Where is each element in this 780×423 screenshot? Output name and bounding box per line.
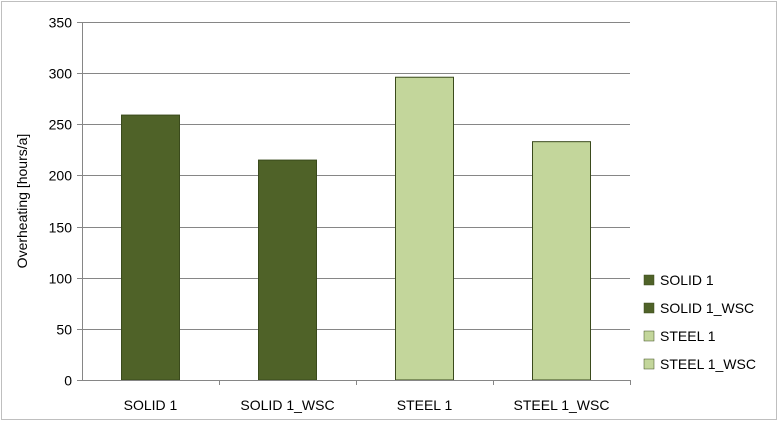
y-tick-label: 100	[49, 271, 73, 287]
legend-swatch	[643, 274, 655, 286]
bar-solid-1	[121, 114, 180, 381]
y-tick-labels: 0 50 100 150 200 250 300 350	[49, 15, 73, 389]
y-axis-title: Overheating [hours/a]	[14, 134, 30, 269]
x-tick-label: STEEL 1_WSC	[514, 397, 610, 413]
y-tick-label: 250	[49, 117, 73, 133]
legend-label: STEEL 1_WSC	[660, 356, 756, 372]
y-tick-label: 350	[49, 15, 73, 31]
legend-swatch	[643, 358, 655, 370]
x-tick-label: STEEL 1	[397, 397, 453, 413]
legend: SOLID 1 SOLID 1_WSC STEEL 1 STEEL 1_WSC	[643, 272, 756, 372]
y-tick-label: 300	[49, 66, 73, 82]
bar-solid-1-wsc	[258, 159, 317, 381]
y-tick-label: 0	[64, 373, 72, 389]
axes	[77, 22, 631, 385]
x-tick-label: SOLID 1	[124, 397, 178, 413]
legend-label: SOLID 1	[660, 272, 714, 288]
legend-swatch	[643, 302, 655, 314]
x-tick-labels: SOLID 1 SOLID 1_WSC STEEL 1 STEEL 1_WSC	[124, 397, 610, 413]
bar-steel-1-wsc	[532, 141, 591, 381]
legend-swatch	[643, 330, 655, 342]
bar-steel-1	[395, 76, 454, 381]
y-tick-label: 200	[49, 168, 73, 184]
y-tick-label: 150	[49, 220, 73, 236]
x-tick-label: SOLID 1_WSC	[240, 397, 334, 413]
legend-label: STEEL 1	[660, 328, 716, 344]
legend-label: SOLID 1_WSC	[660, 300, 754, 316]
bars	[121, 76, 591, 381]
y-tick-label: 50	[56, 322, 72, 338]
